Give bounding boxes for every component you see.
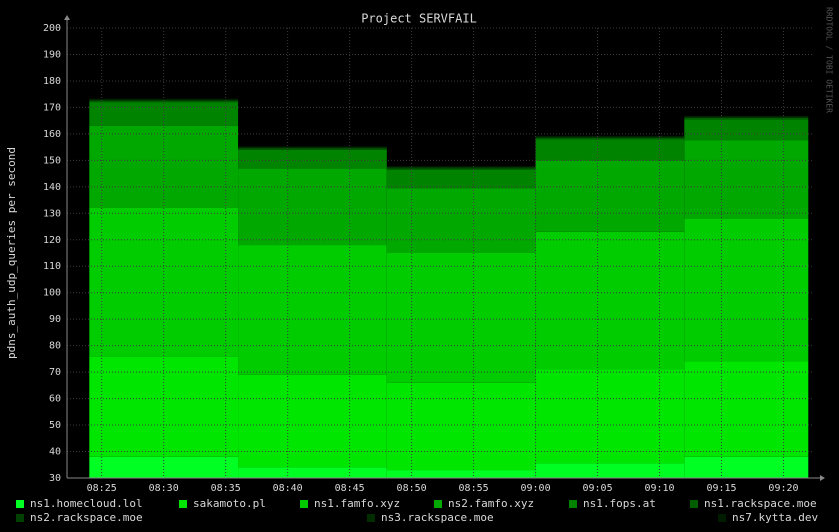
- x-axis-arrow: [820, 475, 825, 481]
- area-segment: [684, 116, 809, 118]
- y-tick-label: 160: [43, 129, 61, 140]
- area-segment: [386, 470, 536, 478]
- area-segment: [386, 166, 536, 168]
- area-segment: [684, 361, 809, 457]
- area-segment: [535, 369, 685, 464]
- legend-swatch: [367, 514, 375, 522]
- y-tick-label: 60: [49, 394, 61, 405]
- area-segment: [386, 166, 536, 167]
- area-segment: [386, 382, 536, 471]
- area-segment: [386, 167, 536, 169]
- y-tick-label: 90: [49, 314, 61, 325]
- x-tick-label: 08:45: [335, 483, 365, 494]
- area-segment: [238, 146, 387, 147]
- x-tick-label: 08:55: [459, 483, 489, 494]
- area-segment: [238, 146, 387, 148]
- chart-title: Project SERVFAIL: [361, 12, 477, 26]
- legend-label: ns2.famfo.xyz: [448, 497, 534, 510]
- x-tick-label: 08:35: [211, 483, 241, 494]
- x-tick-label: 09:05: [582, 483, 612, 494]
- y-tick-label: 180: [43, 76, 61, 87]
- area-segment: [684, 118, 809, 120]
- area-segment: [238, 168, 387, 246]
- y-tick-label: 100: [43, 288, 61, 299]
- area-segment: [535, 160, 685, 232]
- area-segment: [535, 137, 685, 138]
- y-tick-label: 30: [49, 473, 61, 484]
- y-tick-label: 50: [49, 420, 61, 431]
- legend-label: ns2.rackspace.moe: [30, 511, 143, 524]
- area-segment: [535, 135, 685, 137]
- area-segment: [238, 467, 387, 478]
- legend-swatch: [690, 500, 698, 508]
- area-segment: [386, 188, 536, 253]
- area-segment: [684, 140, 809, 219]
- x-tick-label: 09:00: [521, 483, 551, 494]
- area-segment: [238, 374, 387, 468]
- y-axis-label: pdns_auth_udp_queries per second: [5, 147, 18, 359]
- legend-swatch: [16, 500, 24, 508]
- x-tick-label: 09:15: [706, 483, 736, 494]
- legend-swatch: [434, 500, 442, 508]
- legend-label: ns1.homecloud.lol: [30, 497, 143, 510]
- area-segment: [684, 115, 809, 117]
- area-segment: [535, 463, 685, 478]
- area-segment: [238, 148, 387, 150]
- watermark: RRDTOOL / TOBI OETIKER: [825, 7, 834, 113]
- y-tick-label: 40: [49, 447, 61, 458]
- legend-swatch: [300, 500, 308, 508]
- area-segment: [386, 169, 536, 189]
- x-tick-label: 08:50: [397, 483, 427, 494]
- area-segment: [535, 137, 685, 140]
- y-tick-label: 110: [43, 261, 61, 272]
- area-segment: [238, 149, 387, 169]
- area-segment: [535, 231, 685, 370]
- area-segment: [89, 100, 239, 103]
- y-tick-label: 190: [43, 49, 61, 60]
- legend-label: ns7.kytta.dev: [732, 511, 818, 524]
- legend-label: ns1.rackspace.moe: [704, 497, 817, 510]
- legend-swatch: [718, 514, 726, 522]
- area-segment: [238, 245, 387, 375]
- legend-swatch: [569, 500, 577, 508]
- legend-label: ns3.rackspace.moe: [381, 511, 494, 524]
- y-tick-label: 150: [43, 155, 61, 166]
- area-segment: [89, 99, 239, 100]
- legend-label: ns1.famfo.xyz: [314, 497, 400, 510]
- area-segment: [684, 119, 809, 141]
- x-tick-label: 08:40: [273, 483, 303, 494]
- y-tick-label: 120: [43, 235, 61, 246]
- y-tick-label: 80: [49, 341, 61, 352]
- area-segment: [89, 102, 239, 126]
- y-axis-arrow: [64, 15, 70, 20]
- legend-label: ns1.fops.at: [583, 497, 656, 510]
- y-tick-label: 170: [43, 102, 61, 113]
- area-segment: [238, 147, 387, 149]
- area-segment: [535, 139, 685, 161]
- area-segment: [386, 253, 536, 383]
- x-tick-label: 09:10: [644, 483, 674, 494]
- y-tick-label: 130: [43, 208, 61, 219]
- y-tick-label: 200: [43, 23, 61, 34]
- area-segment: [386, 168, 536, 170]
- area-segment: [684, 218, 809, 362]
- area-segment: [89, 98, 239, 100]
- area-segment: [684, 456, 809, 478]
- x-tick-label: 08:25: [87, 483, 117, 494]
- legend-label: sakamoto.pl: [193, 497, 266, 510]
- area-segment: [89, 456, 239, 478]
- area-segment: [684, 117, 809, 118]
- x-tick-label: 09:20: [768, 483, 798, 494]
- y-tick-label: 140: [43, 182, 61, 193]
- x-tick-label: 08:30: [149, 483, 179, 494]
- area-segment: [535, 136, 685, 138]
- y-tick-label: 70: [49, 367, 61, 378]
- legend-swatch: [179, 500, 187, 508]
- legend-swatch: [16, 514, 24, 522]
